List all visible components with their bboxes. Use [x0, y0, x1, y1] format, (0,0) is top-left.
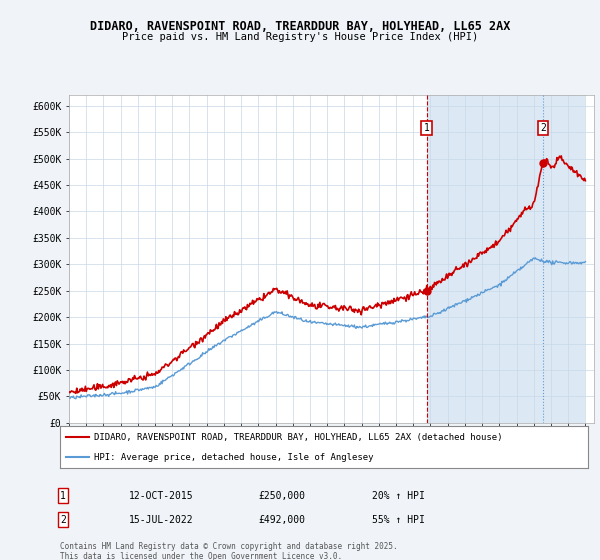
Bar	[427, 95, 586, 423]
Text: 2: 2	[60, 515, 66, 525]
Text: £250,000: £250,000	[258, 491, 305, 501]
Text: Price paid vs. HM Land Registry's House Price Index (HPI): Price paid vs. HM Land Registry's House …	[122, 32, 478, 42]
Text: 15-JUL-2022: 15-JUL-2022	[129, 515, 194, 525]
Text: DIDARO, RAVENSPOINT ROAD, TREARDDUR BAY, HOLYHEAD, LL65 2AX: DIDARO, RAVENSPOINT ROAD, TREARDDUR BAY,…	[90, 20, 510, 32]
Text: 1: 1	[424, 123, 430, 133]
Text: 20% ↑ HPI: 20% ↑ HPI	[372, 491, 425, 501]
Text: 1: 1	[60, 491, 66, 501]
Text: 2: 2	[540, 123, 546, 133]
Text: HPI: Average price, detached house, Isle of Anglesey: HPI: Average price, detached house, Isle…	[94, 452, 374, 461]
Text: Contains HM Land Registry data © Crown copyright and database right 2025.
This d: Contains HM Land Registry data © Crown c…	[60, 542, 398, 560]
Text: 55% ↑ HPI: 55% ↑ HPI	[372, 515, 425, 525]
Text: DIDARO, RAVENSPOINT ROAD, TREARDDUR BAY, HOLYHEAD, LL65 2AX (detached house): DIDARO, RAVENSPOINT ROAD, TREARDDUR BAY,…	[94, 433, 503, 442]
Text: £492,000: £492,000	[258, 515, 305, 525]
Text: 12-OCT-2015: 12-OCT-2015	[129, 491, 194, 501]
